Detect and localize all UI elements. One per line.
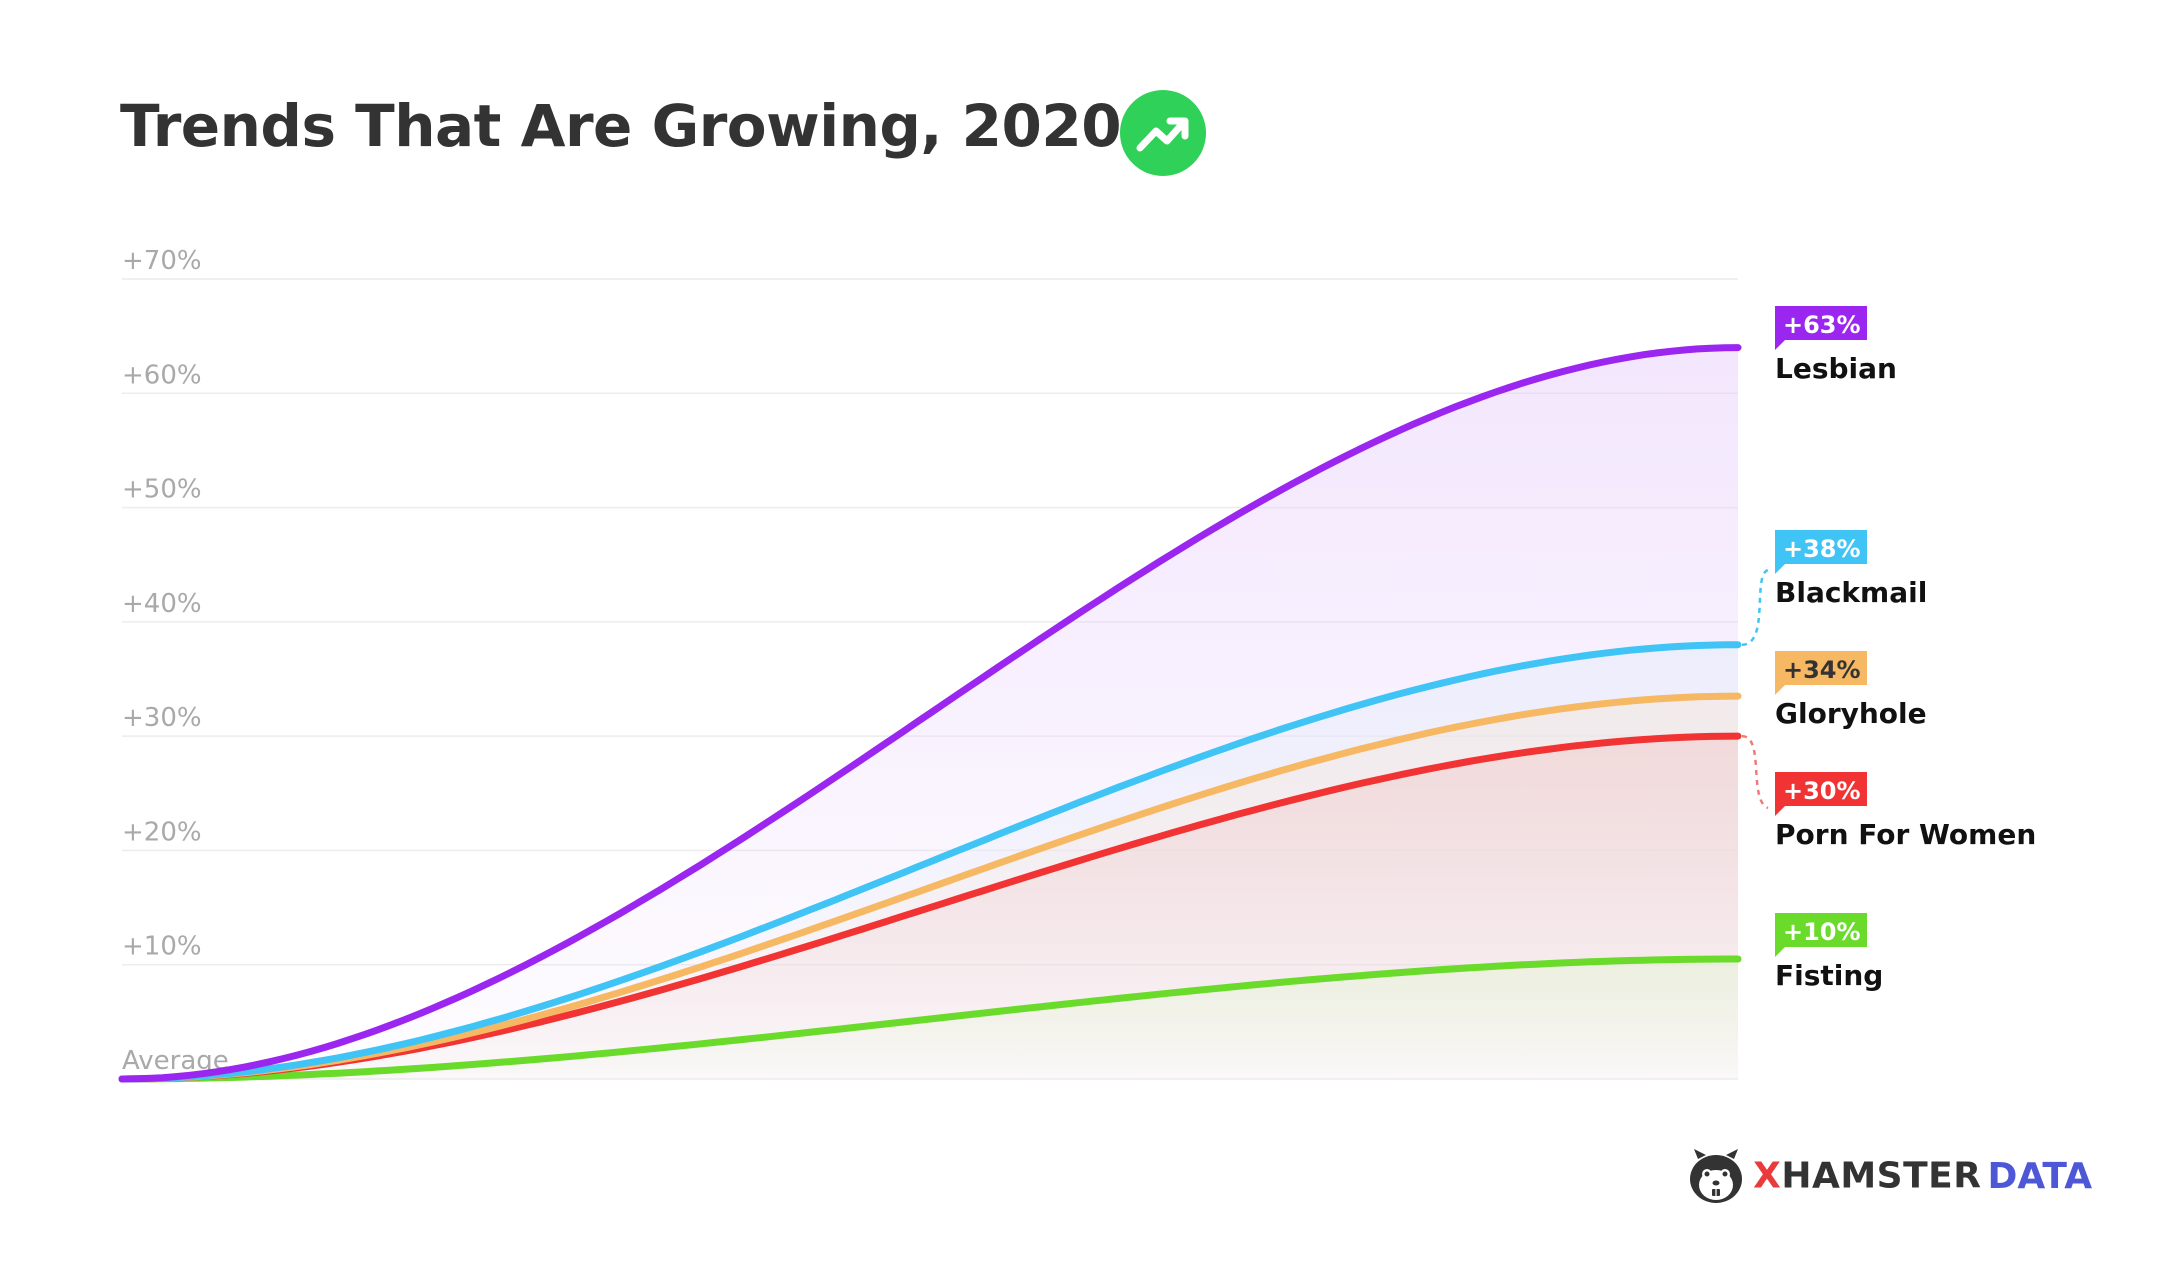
series-badge-label: +63% bbox=[1783, 311, 1861, 339]
series-badge-label: +38% bbox=[1783, 535, 1861, 563]
series-line bbox=[118, 692, 1742, 1083]
xhamster-data-logo: XHAMSTER DATA bbox=[1684, 1145, 2092, 1207]
series-badge bbox=[1775, 913, 1867, 957]
y-tick-label: +40% bbox=[122, 589, 202, 619]
logo-word-xhamster: XHAMSTER bbox=[1753, 1155, 1982, 1197]
series-labels: +63% Lesbian +38% Blackmail +34% Gloryhole +30… bbox=[1775, 306, 2036, 992]
y-tick-label: +70% bbox=[122, 246, 202, 276]
series-line bbox=[118, 955, 1742, 1083]
logo-word-data: DATA bbox=[1987, 1155, 2093, 1197]
chart-title: Trends That Are Growing, 2020 bbox=[120, 92, 1122, 160]
series-badge bbox=[1775, 306, 1867, 350]
series-badge bbox=[1775, 772, 1867, 816]
y-tick-label: +30% bbox=[122, 703, 202, 733]
series-name-label: Gloryhole bbox=[1775, 697, 1927, 730]
series-badge bbox=[1775, 651, 1867, 695]
trending-up-icon bbox=[1120, 90, 1206, 176]
hamster-mascot-icon bbox=[1690, 1149, 1742, 1203]
y-tick-label: +20% bbox=[122, 817, 202, 847]
series-badge-label: +30% bbox=[1783, 777, 1861, 805]
series-line bbox=[118, 344, 1742, 1083]
series-badge-label: +10% bbox=[1783, 918, 1861, 946]
label-connectors bbox=[1741, 568, 1769, 810]
label-connector bbox=[1741, 734, 1769, 810]
label-connector bbox=[1741, 568, 1769, 646]
series-name-label: Blackmail bbox=[1775, 576, 1927, 609]
y-tick-label: +60% bbox=[122, 360, 202, 390]
series-lines bbox=[118, 344, 1742, 1083]
series-name-label: Porn For Women bbox=[1775, 818, 2036, 851]
series-name-label: Lesbian bbox=[1775, 352, 1897, 385]
series-name-label: Fisting bbox=[1775, 959, 1883, 992]
series-badge-label: +34% bbox=[1783, 656, 1861, 684]
series-badge bbox=[1775, 530, 1867, 574]
y-tick-label: +50% bbox=[122, 475, 202, 505]
series-line bbox=[118, 641, 1742, 1083]
y-tick-label: +10% bbox=[122, 932, 202, 962]
